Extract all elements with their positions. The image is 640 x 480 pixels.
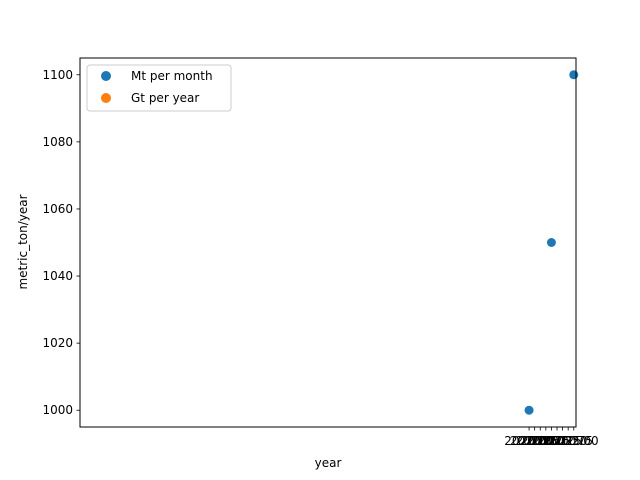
x-axis: 2020.002020.252020.502020.752021.002021.… <box>504 427 599 448</box>
x-tick-label: 2020.75 <box>521 434 571 448</box>
x-tick-label: 2021.00 <box>527 434 577 448</box>
legend-box <box>86 64 232 112</box>
x-axis-label: year <box>315 456 342 470</box>
axes-frame <box>79 57 577 428</box>
x-tick-label: 2021.25 <box>532 434 582 448</box>
x-tick-label: 2021.50 <box>538 434 588 448</box>
x-tick-label: 2021.75 <box>543 434 593 448</box>
y-axis-label: metric_ton/year <box>16 194 30 289</box>
y-tick-label: 1000 <box>42 403 73 417</box>
y-tick-label: 1080 <box>42 135 73 149</box>
legend-label-mt-per-month: Mt per month <box>131 69 213 83</box>
y-tick-label: 1020 <box>42 336 73 350</box>
legend: Mt per month Gt per year <box>86 64 232 112</box>
legend-marker-mt-per-month <box>101 71 111 81</box>
data-point-series-0 <box>546 238 556 247</box>
x-tick-label: 2020.00 <box>504 434 554 448</box>
plot-layer <box>524 70 579 415</box>
x-tick-label: 2020.25 <box>510 434 560 448</box>
x-tick-label: 2022.00 <box>549 434 599 448</box>
legend-marker-gt-per-year <box>101 93 111 103</box>
data-point-series-0 <box>569 70 579 80</box>
data-point-series-0 <box>524 405 534 415</box>
y-tick-label: 1100 <box>42 68 73 82</box>
legend-label-gt-per-year: Gt per year <box>131 91 199 105</box>
y-axis: 1000 1020 1040 1060 1080 1100 <box>42 68 80 417</box>
y-tick-label: 1060 <box>42 202 73 216</box>
x-tick-label: 2020.50 <box>515 434 565 448</box>
y-tick-label: 1040 <box>42 269 73 283</box>
